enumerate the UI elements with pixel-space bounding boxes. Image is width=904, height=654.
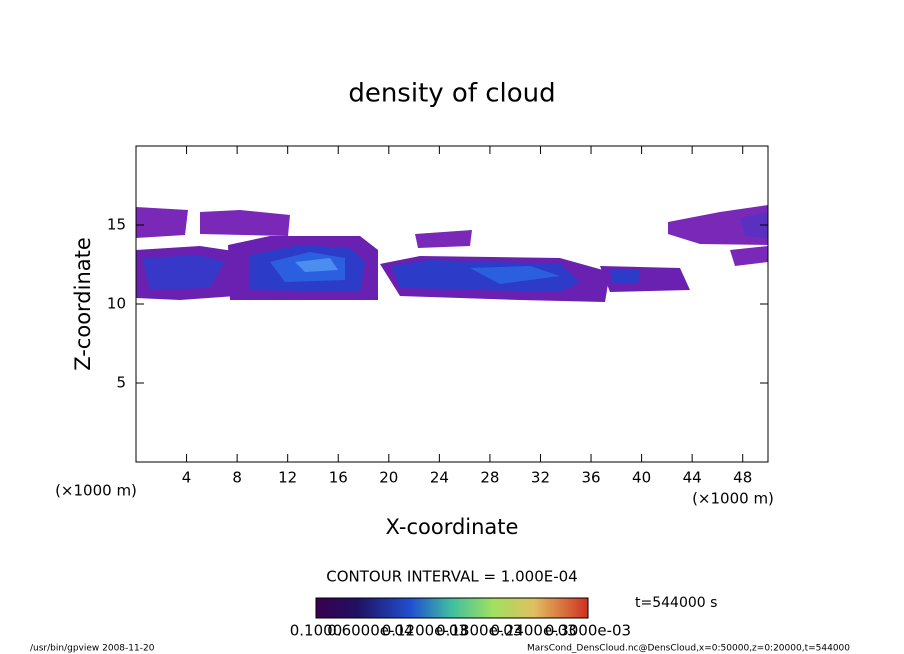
x-tick-label: 4: [182, 469, 192, 487]
y-axis-label: Z-coordinate: [71, 237, 95, 371]
colorbar-label: 0.6000e-04: [327, 622, 413, 640]
y-tick-label: 15: [107, 216, 126, 234]
y-tick-label: 10: [107, 295, 126, 313]
cloud-field: [136, 205, 768, 302]
x-tick-label: 32: [531, 469, 550, 487]
x-axis-label: X-coordinate: [386, 515, 519, 539]
plot-frame: [135, 145, 769, 463]
colorbar: [315, 597, 589, 619]
contour-interval: CONTOUR INTERVAL = 1.000E-04: [326, 568, 577, 586]
time-label: t=544000 s: [635, 595, 717, 611]
x-tick-label: 36: [581, 469, 600, 487]
x-unit: (×1000 m): [55, 482, 137, 500]
footer-left: /usr/bin/gpview 2008-11-20: [30, 644, 155, 654]
x-tick-label: 16: [329, 469, 348, 487]
x-tick-label: 48: [733, 469, 752, 487]
colorbar-label: 0.1800e-03: [436, 622, 522, 640]
x-tick-label: 24: [430, 469, 449, 487]
footer-right: MarsCond_DensCloud.nc@DensCloud,x=0:5000…: [527, 644, 850, 654]
x-tick-label: 20: [379, 469, 398, 487]
y-tick-label: 5: [116, 374, 126, 392]
x-tick-label: 8: [232, 469, 242, 487]
x-tick-label: 40: [632, 469, 651, 487]
colorbar-label: 0.2400e-03: [490, 622, 576, 640]
x-unit-right: (×1000 m): [692, 490, 774, 508]
x-tick-label: 44: [683, 469, 702, 487]
x-tick-label: 12: [278, 469, 297, 487]
colorbar-label: 0.1200e-03: [382, 622, 468, 640]
chart-title: density of cloud: [348, 79, 555, 109]
x-tick-label: 28: [480, 469, 499, 487]
colorbar-label: 0.3000e-03: [545, 622, 631, 640]
colorbar-label: 0.1000: [290, 622, 343, 640]
